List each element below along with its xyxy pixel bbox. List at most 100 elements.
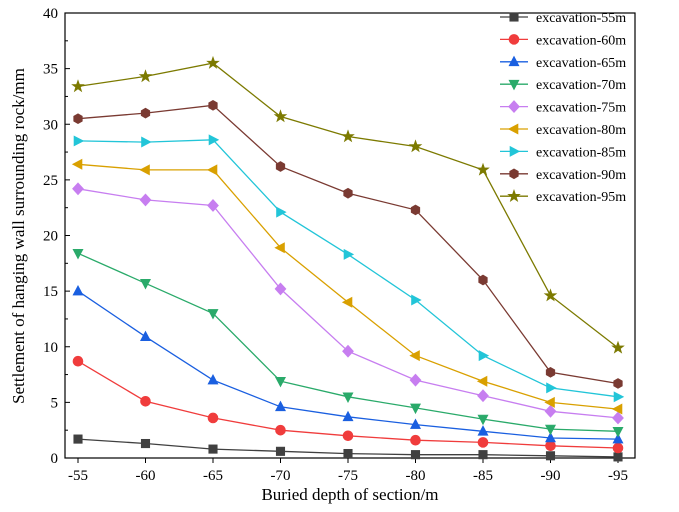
data-point <box>476 375 488 387</box>
y-axis-ticks: 0 5 10 15 20 25 30 35 40 <box>43 6 70 467</box>
data-point <box>612 411 624 425</box>
data-point <box>545 424 556 436</box>
data-point <box>341 129 355 143</box>
data-point <box>208 99 218 111</box>
data-point <box>509 168 519 180</box>
data-point <box>508 34 520 45</box>
data-point <box>72 249 84 260</box>
data-point <box>138 69 153 83</box>
legend-item: excavation-90m <box>500 168 626 183</box>
data-point <box>410 418 421 429</box>
data-point <box>208 134 220 146</box>
data-point <box>343 448 353 459</box>
data-point <box>411 294 422 306</box>
legend-item: excavation-80m <box>500 123 626 138</box>
data-point <box>207 309 219 320</box>
legend-item: excavation-85m <box>500 145 626 160</box>
y-tick-label: 15 <box>43 284 58 300</box>
legend-item: excavation-70m <box>500 78 626 93</box>
data-point <box>409 373 422 387</box>
y-tick-label: 35 <box>43 62 58 78</box>
data-point <box>410 204 421 216</box>
series-excavation-95m <box>71 55 625 354</box>
data-point <box>341 296 353 308</box>
data-point <box>546 382 557 394</box>
legend-label: excavation-80m <box>536 123 626 138</box>
data-point <box>73 434 83 444</box>
data-point <box>275 400 286 412</box>
data-point <box>545 451 556 461</box>
data-point <box>544 404 557 418</box>
legend-label: excavation-75m <box>536 101 626 116</box>
series-excavation-75m <box>72 182 624 425</box>
data-point <box>478 274 488 286</box>
data-point <box>208 444 218 454</box>
legend-label: excavation-55m <box>536 11 626 26</box>
data-point <box>410 434 421 446</box>
data-point <box>342 430 354 442</box>
data-point <box>73 113 83 125</box>
x-tick-label: -70 <box>271 468 291 484</box>
data-point <box>611 340 625 354</box>
data-point <box>139 164 150 176</box>
data-point <box>274 242 285 254</box>
data-point <box>140 330 151 342</box>
data-point <box>73 135 85 147</box>
series-excavation-55m <box>73 434 623 462</box>
x-tick-label: -75 <box>338 468 358 484</box>
data-point <box>275 161 286 172</box>
legend-item: excavation-95m <box>500 189 626 205</box>
data-point <box>207 199 219 212</box>
data-point <box>612 426 624 438</box>
data-point <box>509 12 519 22</box>
data-point <box>613 378 623 389</box>
legend: excavation-55m excavation-60m excavation-6… <box>500 11 626 205</box>
legend-item: excavation-55m <box>500 11 626 26</box>
data-point <box>342 410 354 422</box>
x-tick-label: -90 <box>541 468 561 484</box>
data-point <box>140 107 151 119</box>
series-layer <box>71 55 625 462</box>
data-point <box>507 123 519 135</box>
data-point <box>508 79 520 91</box>
data-point <box>612 442 624 454</box>
x-tick-label: -85 <box>473 468 493 484</box>
data-point <box>410 450 421 460</box>
data-point <box>410 403 421 415</box>
legend-label: excavation-65m <box>536 56 626 71</box>
data-point <box>274 282 287 296</box>
data-point <box>545 366 556 378</box>
y-axis-title: Settlement of hanging wall surrounding r… <box>9 68 28 404</box>
data-point <box>72 284 84 296</box>
y-tick-label: 5 <box>51 395 59 411</box>
x-axis-title: Buried depth of section/m <box>261 485 438 504</box>
data-point <box>342 344 354 358</box>
x-tick-label: -80 <box>406 468 426 484</box>
data-point <box>207 412 219 424</box>
series-excavation-70m <box>72 249 624 438</box>
x-tick-label: -65 <box>203 468 223 484</box>
data-point <box>613 452 623 462</box>
x-axis-ticks: -55 -60 -65 -70 -75 -80 -85 -90 -95 <box>68 458 628 484</box>
data-point <box>140 395 151 407</box>
data-point <box>477 414 489 426</box>
data-point <box>611 403 623 415</box>
data-point <box>477 389 489 403</box>
data-point <box>71 79 85 93</box>
series-excavation-80m <box>71 158 623 415</box>
data-point <box>408 139 423 153</box>
x-tick-label: -55 <box>68 468 88 484</box>
data-point <box>545 431 556 443</box>
legend-item: excavation-75m <box>500 100 626 116</box>
series-excavation-60m <box>72 355 624 454</box>
legend-label: excavation-90m <box>536 168 626 183</box>
data-point <box>508 55 520 67</box>
legend-item: excavation-60m <box>500 33 626 48</box>
data-point <box>544 396 555 408</box>
legend-item: excavation-65m <box>500 55 626 71</box>
series-excavation-85m <box>73 134 625 403</box>
series-excavation-65m <box>72 284 624 444</box>
x-tick-label: -95 <box>608 468 628 484</box>
y-tick-label: 0 <box>51 451 59 467</box>
